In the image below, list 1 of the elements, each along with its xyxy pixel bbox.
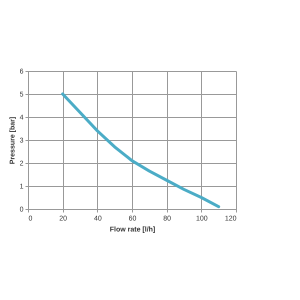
line-series — [61, 92, 220, 208]
